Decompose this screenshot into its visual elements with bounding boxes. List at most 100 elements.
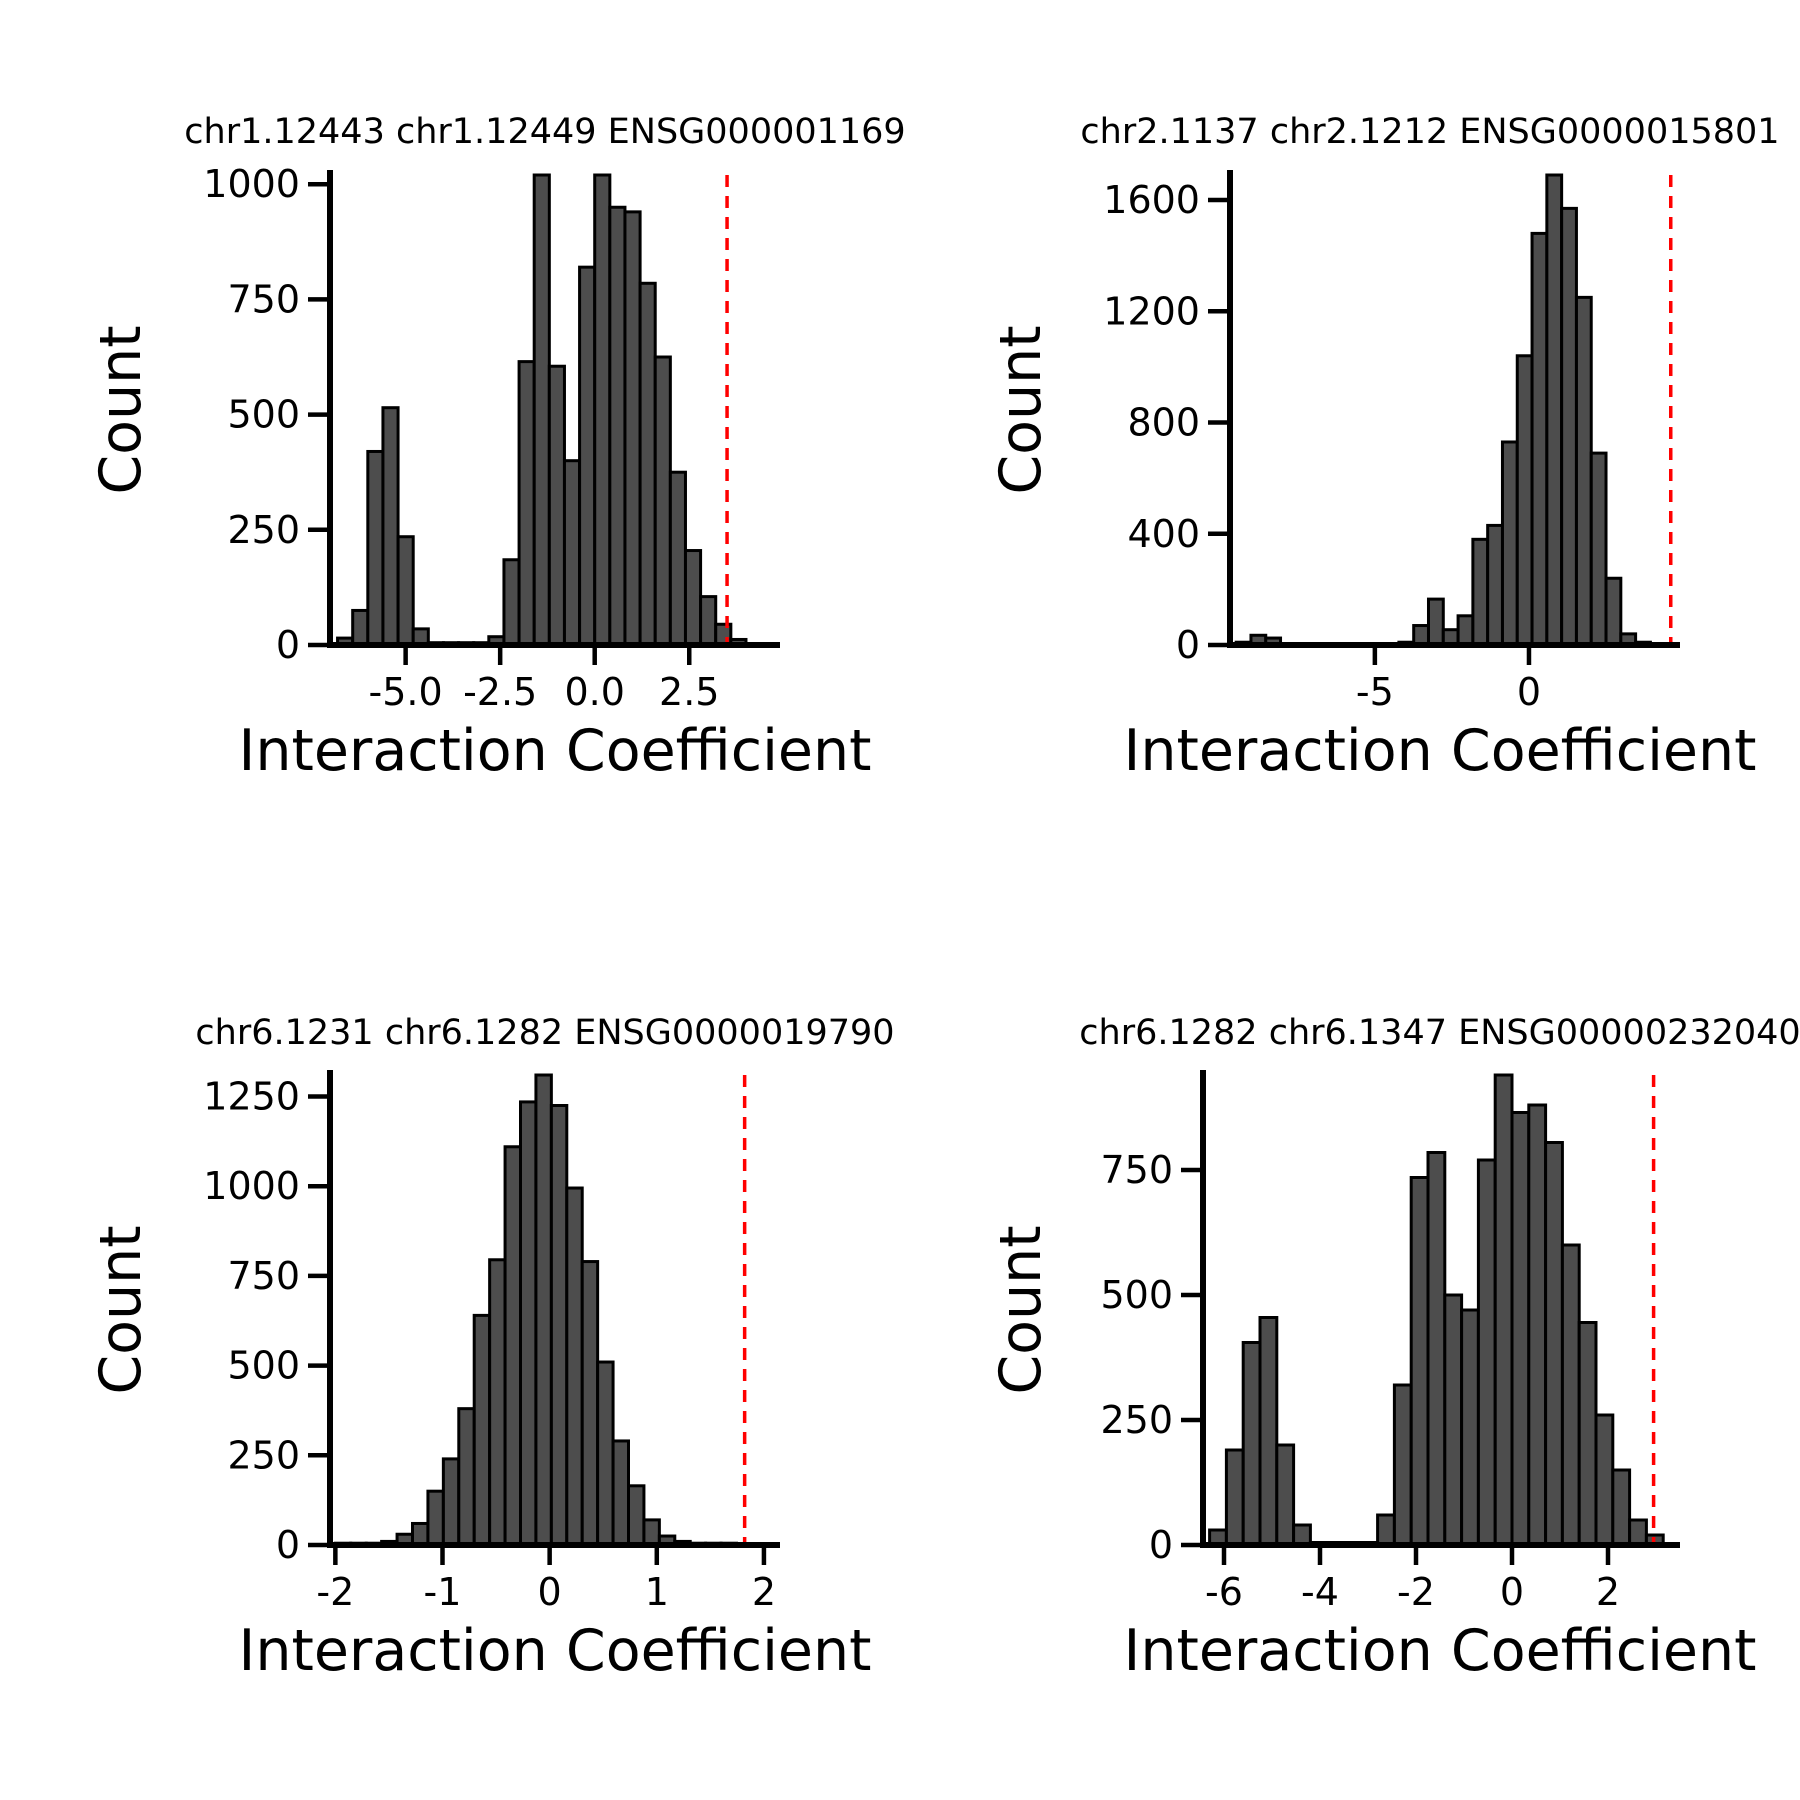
y-tick-label: 400 [1127, 512, 1200, 556]
y-tick-label: 0 [1149, 1523, 1173, 1567]
histogram-bar [565, 1186, 584, 1547]
x-tick-label: 0 [1517, 670, 1541, 714]
histogram-bar [593, 173, 612, 647]
x-tick-label: -2.5 [463, 670, 537, 714]
histogram-bar [627, 1484, 646, 1547]
chart-title: chr6.1231 chr6.1282 ENSG0000019790 [195, 1013, 894, 1053]
x-tick-label: 2 [752, 1570, 776, 1614]
y-tick-label: 750 [227, 277, 300, 321]
x-tick-label: -6 [1205, 1570, 1243, 1614]
y-tick-label: 1000 [203, 162, 300, 206]
histogram-bar [1426, 1151, 1447, 1547]
y-tick-label: 750 [227, 1254, 300, 1298]
histogram-bar [1577, 1321, 1598, 1547]
x-axis-label: Interaction Coefficient [239, 718, 872, 784]
histogram-bar [1409, 1176, 1430, 1547]
y-tick-label: 0 [276, 1523, 300, 1567]
histogram-bar [1392, 1383, 1413, 1547]
histogram-bar [517, 360, 536, 647]
histogram-bar [426, 1489, 445, 1547]
histogram-bar [1574, 295, 1593, 647]
histogram-bar [1443, 1293, 1464, 1547]
histogram-bar [1471, 537, 1490, 647]
panel-1: -5 0 0 400 800 1200 1600 chr2.1137 chr2.1212 EN… [988, 112, 1780, 784]
x-tick-label: 1 [645, 1570, 669, 1614]
y-tick-label: 500 [227, 393, 300, 437]
histogram-bar [1486, 523, 1504, 647]
histogram-bar [596, 1360, 615, 1547]
histogram-bar [503, 1145, 523, 1547]
histogram-bar [1275, 1443, 1296, 1547]
y-tick-label: 1600 [1103, 178, 1200, 222]
histogram-bar [1544, 1141, 1564, 1547]
histogram-bar [1510, 1111, 1531, 1547]
histogram-bar [1604, 576, 1623, 647]
histogram-bar [1530, 231, 1549, 647]
histogram-bar [1515, 354, 1534, 647]
histogram-bar [351, 608, 370, 647]
y-tick-label: 0 [1176, 623, 1200, 667]
histogram-bar [1258, 1316, 1279, 1547]
y-tick-label: 800 [1127, 401, 1200, 445]
x-tick-label: 0 [538, 1570, 562, 1614]
histogram-bar [699, 595, 718, 647]
histogram-bar [549, 1104, 569, 1547]
x-axis-label: Interaction Coefficient [1124, 1618, 1757, 1684]
histogram-bar [1376, 1513, 1396, 1547]
histogram-bar [441, 1457, 461, 1547]
panel-2: -2 -1 0 1 2 0 250 500 750 1000 1250 chr6.1231 chr6.… [88, 1013, 895, 1684]
x-tick-label: 0 [1500, 1570, 1524, 1614]
chart-title: chr2.1137 chr2.1212 ENSG0000015801 [1080, 112, 1779, 152]
y-tick-label: 250 [1100, 1398, 1173, 1442]
y-axis-label: Count [988, 325, 1054, 494]
histogram-bar [519, 1100, 538, 1547]
y-tick-label: 250 [227, 1433, 300, 1477]
panel-3: -6 -4 -2 0 2 0 250 500 750 chr6.1282 chr6.1347 EN… [988, 1013, 1800, 1684]
histogram-bar [411, 1521, 430, 1547]
histogram-bar [1456, 614, 1475, 647]
histogram-bar [580, 1260, 600, 1547]
x-tick-label: -1 [424, 1570, 462, 1614]
histogram-bar [534, 1073, 553, 1547]
y-axis-label: Count [88, 325, 154, 494]
x-axis-label: Interaction Coefficient [239, 1618, 872, 1684]
x-tick-label: -4 [1301, 1570, 1339, 1614]
histogram-bar [366, 449, 385, 647]
y-tick-label: 500 [1100, 1273, 1173, 1317]
histogram-bar [608, 205, 627, 647]
histogram-bar [488, 1258, 507, 1547]
histogram-bar [1500, 440, 1519, 647]
x-tick-label: 2.5 [659, 670, 719, 714]
histogram-bar [457, 1407, 476, 1547]
histogram-bar [1594, 1413, 1615, 1547]
histogram-bar [653, 355, 672, 647]
histogram-bar [396, 535, 415, 647]
y-tick-label: 500 [227, 1344, 300, 1388]
histogram-bar [642, 1518, 661, 1547]
chart-title: chr6.1282 chr6.1347 ENSG00000232040 [1079, 1013, 1800, 1053]
histogram-bar [611, 1439, 631, 1547]
histogram-bar [578, 265, 597, 647]
histogram-bar [1611, 1468, 1632, 1547]
x-tick-label: 2 [1596, 1570, 1620, 1614]
histogram-bar [1527, 1103, 1548, 1547]
y-tick-label: 250 [227, 508, 300, 552]
histogram-bar [381, 406, 400, 647]
histogram-bar [1628, 1518, 1648, 1547]
histogram-bar [1560, 1243, 1581, 1547]
chart-title: chr1.12443 chr1.12449 ENSG000001169 [184, 112, 905, 152]
x-tick-label: -2 [1397, 1570, 1435, 1614]
x-tick-label: 0.0 [564, 670, 624, 714]
histogram-bar [1545, 173, 1564, 647]
y-tick-label: 0 [276, 623, 300, 667]
y-axis-label: Count [988, 1225, 1054, 1394]
histogram-bar [1589, 451, 1608, 647]
histogram-bar [623, 210, 642, 647]
x-axis-label: Interaction Coefficient [1124, 718, 1757, 784]
y-tick-label: 1200 [1103, 289, 1200, 333]
histogram-bar [1560, 206, 1578, 647]
histogram-bar [472, 1313, 492, 1547]
y-tick-label: 750 [1100, 1148, 1173, 1192]
histogram-bar [1241, 1341, 1262, 1547]
